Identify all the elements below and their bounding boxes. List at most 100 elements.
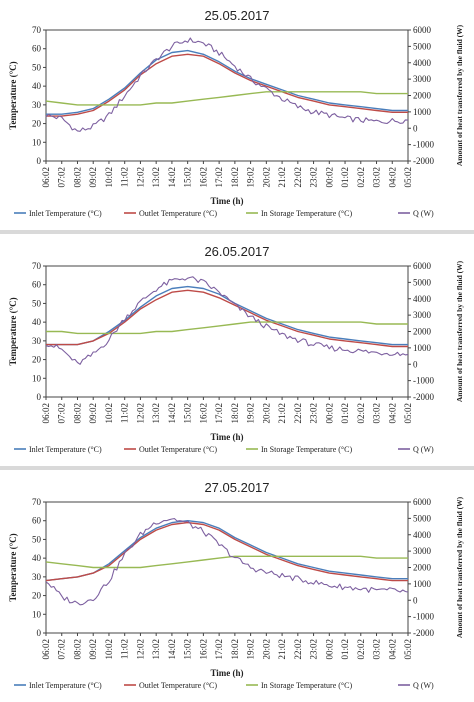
y2-tick-label: 0: [413, 595, 418, 605]
y2-axis-label: Amount of heat transferred by the fluid …: [455, 260, 464, 402]
chart-svg-3: 27.05.2017 0 10 20 30 40 50 60 70 -2000 -1000 0 1000…: [8, 480, 464, 690]
chart-title: 26.05.2017: [204, 244, 269, 259]
x-tick-label: 20:02: [261, 167, 271, 188]
x-tick-label: 14:02: [167, 167, 177, 188]
y-tick-label: 30: [32, 572, 42, 582]
x-tick-label: 15:02: [183, 639, 193, 660]
x-tick-label: 04:02: [387, 403, 397, 424]
x-tick-label: 02:02: [356, 639, 366, 660]
x-tick-label: 18:02: [230, 639, 240, 660]
x-tick-label: 04:02: [387, 639, 397, 660]
y2-tick-label: -2000: [413, 156, 434, 166]
y2-tick-label: -2000: [413, 392, 434, 402]
x-tick-label: 13:02: [151, 403, 161, 424]
x-tick-label: 03:02: [372, 639, 382, 660]
legend-label: Inlet Temperature (°C): [29, 445, 102, 454]
x-tick-label: 00:02: [324, 167, 334, 188]
series-line-3: [45, 91, 408, 106]
y2-tick-label: 1000: [413, 107, 432, 117]
y-tick-label: 60: [32, 516, 42, 526]
x-tick-label: 01:02: [340, 167, 350, 188]
y2-tick-label: 3000: [413, 74, 432, 84]
series-line-3: [45, 555, 408, 569]
chart-svg-1: 25.05.2017 0 10 20 30 40 50 60 70 -2000 -1000 0 1000…: [8, 8, 464, 218]
x-tick-label: 03:02: [372, 403, 382, 424]
x-tick-label: 16:02: [198, 167, 208, 188]
y-tick-label: 70: [32, 261, 42, 271]
y2-tick-label: 4000: [413, 58, 432, 68]
series-line-1: [46, 49, 408, 115]
series-line-4: [45, 37, 409, 132]
y-tick-label: 50: [32, 534, 42, 544]
x-tick-label: 12:02: [135, 403, 145, 424]
x-tick-label: 09:02: [88, 167, 98, 188]
y-tick-label: 10: [32, 609, 42, 619]
y-tick-label: 10: [32, 137, 42, 147]
x-tick-label: 02:02: [356, 167, 366, 188]
x-tick-label: 22:02: [293, 639, 303, 660]
x-tick-label: 06:02: [41, 403, 51, 424]
x-axis-label: Time (h): [210, 432, 243, 442]
y-tick-label: 60: [32, 44, 42, 54]
y-tick-label: 0: [37, 628, 42, 638]
legend-label: Outlet Temperature (°C): [139, 681, 217, 690]
x-tick-label: 23:02: [309, 403, 319, 424]
x-tick-label: 03:02: [372, 167, 382, 188]
legend-label: Inlet Temperature (°C): [29, 681, 102, 690]
x-tick-label: 10:02: [104, 167, 114, 188]
x-tick-label: 18:02: [230, 403, 240, 424]
y2-tick-label: 6000: [413, 261, 432, 271]
y-tick-label: 10: [32, 373, 42, 383]
legend-label: In Storage Temperature (°C): [261, 209, 352, 218]
panel-separator: [0, 230, 474, 234]
legend-label: Q (W): [413, 445, 434, 454]
x-tick-label: 02:02: [356, 403, 366, 424]
chart-title: 27.05.2017: [204, 480, 269, 495]
plot-area: [45, 265, 409, 398]
y2-tick-label: 5000: [413, 513, 432, 523]
series-line-2: [45, 521, 408, 582]
x-tick-label: 05:02: [403, 403, 413, 424]
x-tick-label: 07:02: [57, 639, 67, 660]
x-tick-label: 21:02: [277, 403, 287, 424]
series-line-4: [45, 518, 409, 606]
x-tick-label: 17:02: [214, 639, 224, 660]
legend-label: In Storage Temperature (°C): [261, 681, 352, 690]
series-line-3: [46, 321, 408, 335]
x-tick-label: 22:02: [293, 167, 303, 188]
legend-label: Outlet Temperature (°C): [139, 445, 217, 454]
y-tick-label: 30: [32, 100, 42, 110]
y2-tick-label: 6000: [413, 25, 432, 35]
x-tick-label: 11:02: [120, 639, 130, 659]
y-axis-label: Temperature (°C): [8, 533, 18, 601]
y2-tick-label: 6000: [413, 497, 432, 507]
y-tick-label: 20: [32, 119, 42, 129]
x-tick-label: 22:02: [293, 403, 303, 424]
y-axis-label: Temperature (°C): [8, 61, 18, 129]
x-tick-label: 09:02: [88, 639, 98, 660]
x-tick-label: 16:02: [198, 639, 208, 660]
x-tick-label: 17:02: [214, 167, 224, 188]
x-tick-label: 21:02: [277, 167, 287, 188]
x-tick-label: 15:02: [183, 167, 193, 188]
x-tick-label: 20:02: [261, 403, 271, 424]
series-line-2: [46, 289, 408, 348]
x-tick-label: 17:02: [214, 403, 224, 424]
x-tick-label: 11:02: [120, 167, 130, 187]
y-tick-label: 70: [32, 25, 42, 35]
y2-tick-label: 3000: [413, 310, 432, 320]
y2-axis-label: Amount of heat transferred by the fluid …: [455, 496, 464, 638]
x-tick-label: 19:02: [246, 403, 256, 424]
series-line-1: [45, 520, 408, 582]
y-tick-label: 0: [37, 156, 42, 166]
x-tick-label: 10:02: [104, 403, 114, 424]
y-tick-label: 50: [32, 62, 42, 72]
y-tick-label: 60: [32, 280, 42, 290]
x-tick-label: 06:02: [41, 639, 51, 660]
x-tick-label: 16:02: [198, 403, 208, 424]
x-tick-label: 08:02: [72, 639, 82, 660]
y-tick-label: 20: [32, 355, 42, 365]
y2-tick-label: 2000: [413, 563, 432, 573]
y2-tick-label: 4000: [413, 530, 432, 540]
x-tick-label: 10:02: [104, 639, 114, 660]
